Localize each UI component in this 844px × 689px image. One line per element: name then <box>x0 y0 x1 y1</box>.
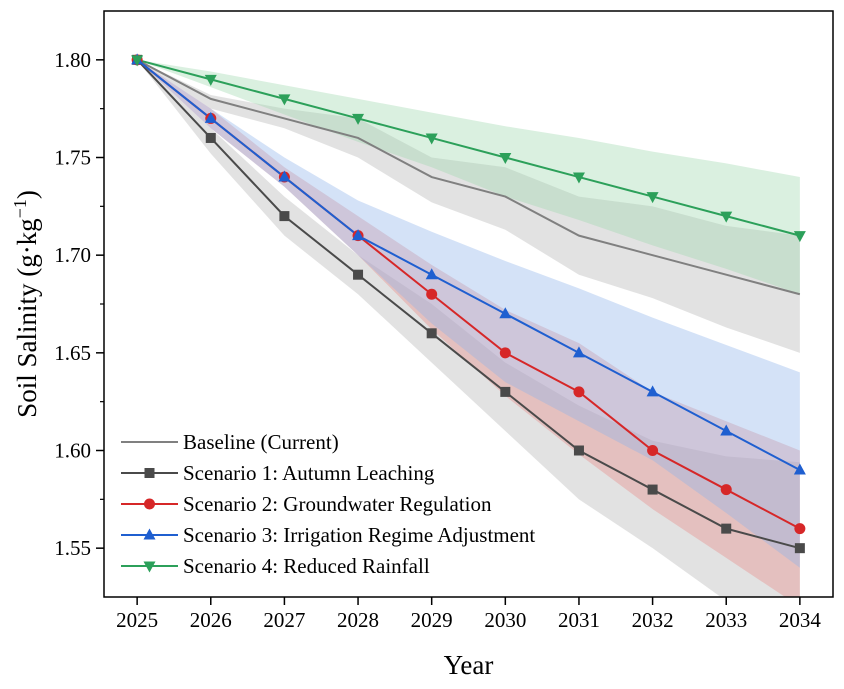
point-series-1-2027 <box>279 211 290 222</box>
x-tick-label-2032: 2032 <box>632 608 674 632</box>
x-tick-label-2029: 2029 <box>411 608 453 632</box>
point-series-4-2026 <box>204 74 217 86</box>
point-series-3-2032 <box>646 385 659 397</box>
point-series-1-2026 <box>205 132 216 143</box>
point-series-2-2034 <box>794 523 806 535</box>
y-tick-label-2: 1.65 <box>54 341 91 365</box>
legend-marker-4 <box>143 561 156 573</box>
point-series-4-2033 <box>720 211 733 223</box>
point-series-3-2031 <box>572 346 585 358</box>
point-series-2-2029 <box>426 288 438 300</box>
y-axis-title: Soil Salinity (g·kg−1) <box>10 190 42 418</box>
point-series-3-2026 <box>204 111 217 123</box>
y-tick-label-3: 1.70 <box>54 243 91 267</box>
y-axis-title-close: ) <box>12 190 42 199</box>
x-tick-label-2033: 2033 <box>705 608 747 632</box>
point-series-1-2031 <box>573 445 584 456</box>
point-series-3-2029 <box>425 268 438 280</box>
x-tick-label-2030: 2030 <box>484 608 526 632</box>
series-lines <box>136 58 801 550</box>
legend-label-0: Baseline (Current) <box>183 430 339 454</box>
point-series-3-2034 <box>793 463 806 475</box>
point-series-3-2027 <box>278 170 291 182</box>
x-axis-ticks: 2025 2026 2027 2028 2029 2030 2031 2032 2033 2034 <box>116 597 821 632</box>
point-series-2-2030 <box>499 347 511 359</box>
uncertainty-bands <box>137 59 800 597</box>
point-series-4-2028 <box>352 113 365 125</box>
point-series-3-2033 <box>720 424 733 436</box>
point-series-4-2034 <box>793 231 806 243</box>
point-series-1-2034 <box>794 543 805 554</box>
point-series-1-2033 <box>721 523 732 534</box>
x-tick-label-2025: 2025 <box>116 608 158 632</box>
point-series-4-2027 <box>278 94 291 106</box>
x-tick-label-2026: 2026 <box>190 608 232 632</box>
point-series-4-2030 <box>499 153 512 164</box>
line-series-4 <box>136 58 801 237</box>
band-series-3 <box>137 59 800 568</box>
x-axis-title: Year <box>444 650 494 680</box>
y-tick-label-1: 1.60 <box>54 439 91 463</box>
legend-marker-3 <box>143 528 156 540</box>
point-series-4-2032 <box>646 192 659 204</box>
point-series-4-2031 <box>572 172 585 184</box>
line-series-3 <box>136 59 801 471</box>
point-series-2-2031 <box>573 386 585 398</box>
y-axis-ticks: 1.55 1.60 1.65 1.70 1.75 1.80 <box>54 48 104 560</box>
point-series-1-2032 <box>647 484 658 495</box>
point-series-2-2032 <box>647 445 659 456</box>
point-series-1-2028 <box>353 269 364 280</box>
point-series-1-2029 <box>426 328 437 339</box>
band-series-4 <box>137 59 800 295</box>
legend-marker-2 <box>144 498 155 510</box>
line-series-0 <box>136 58 801 296</box>
x-tick-label-2027: 2027 <box>263 608 305 632</box>
point-series-3-2030 <box>499 307 512 319</box>
band-series-1 <box>137 59 800 597</box>
y-tick-label-0: 1.55 <box>54 536 91 560</box>
point-series-1-2030 <box>500 386 511 397</box>
band-series-0 <box>137 59 800 353</box>
legend-label-4: Scenario 4: Reduced Rainfall <box>183 554 430 578</box>
legend-marker-1 <box>144 468 155 478</box>
y-tick-label-4: 1.75 <box>54 146 91 170</box>
line-series-1 <box>136 59 801 550</box>
x-tick-label-2031: 2031 <box>558 608 600 632</box>
point-series-3-2028 <box>352 229 365 241</box>
point-series-4-2025 <box>131 55 144 67</box>
legend-label-2: Scenario 2: Groundwater Regulation <box>183 492 492 516</box>
series-markers <box>131 53 806 554</box>
legend-label-1: Scenario 1: Autumn Leaching <box>183 461 435 485</box>
legend: Baseline (Current) Scenario 1: Autumn Lea… <box>121 430 535 578</box>
legend-label-3: Scenario 3: Irrigation Regime Adjustment <box>183 523 535 547</box>
point-series-4-2029 <box>425 133 438 145</box>
y-axis-title-superscript: −1 <box>10 199 30 218</box>
point-series-2-2033 <box>720 484 732 496</box>
band-series-2 <box>137 59 800 597</box>
x-tick-label-2034: 2034 <box>779 608 822 632</box>
y-axis-title-main: Soil Salinity (g·kg <box>12 218 42 418</box>
x-tick-label-2028: 2028 <box>337 608 379 632</box>
y-tick-label-5: 1.80 <box>54 48 91 72</box>
